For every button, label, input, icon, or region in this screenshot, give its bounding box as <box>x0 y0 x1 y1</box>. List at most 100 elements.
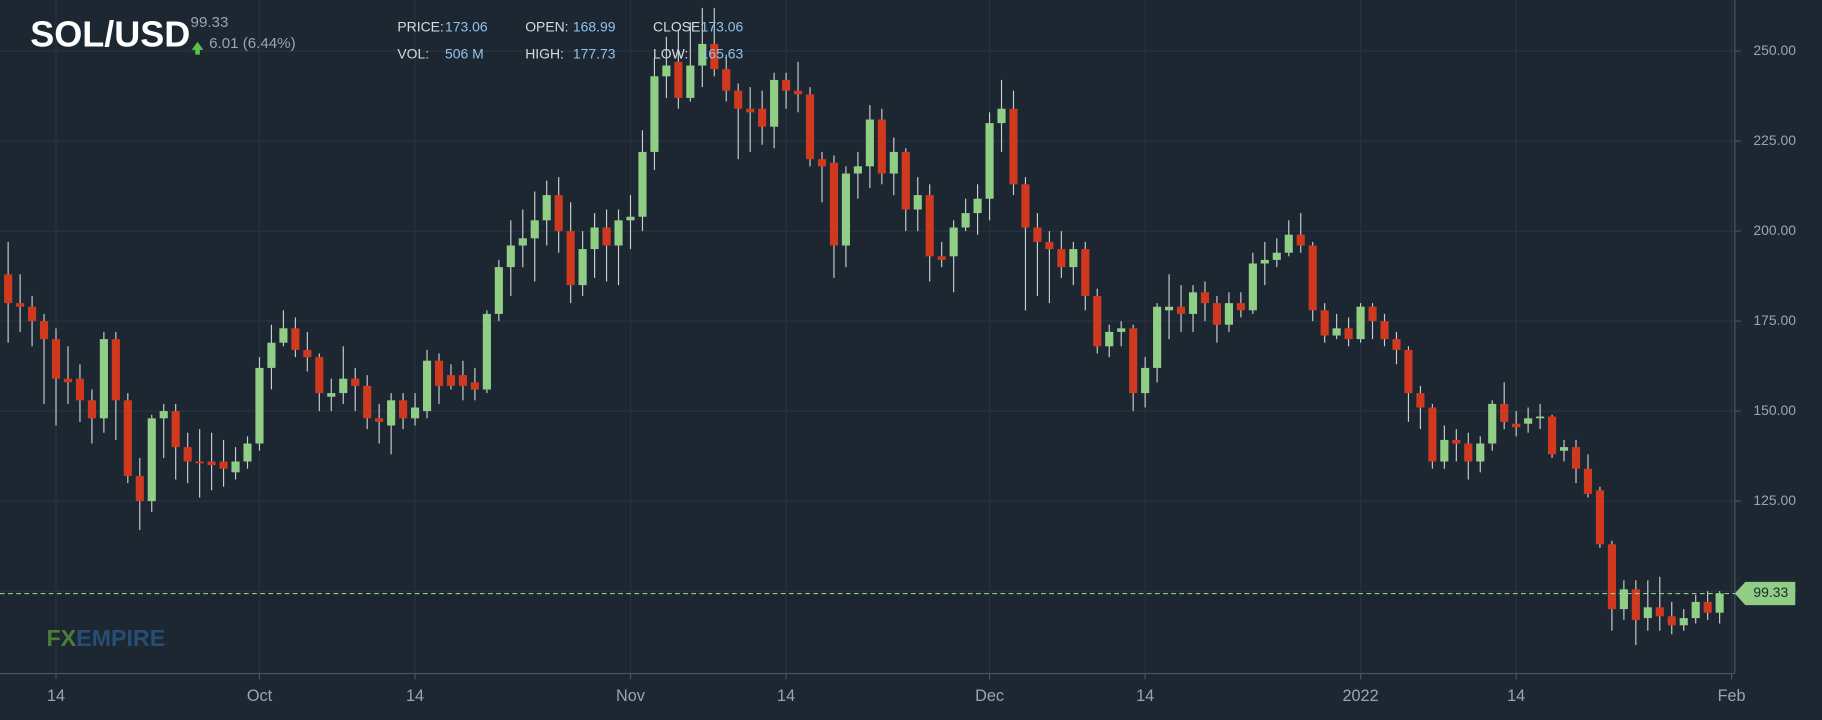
candle-body <box>303 349 312 358</box>
candle-body <box>901 151 910 210</box>
info-label: VOL: <box>397 45 429 61</box>
candle-body <box>1404 349 1413 394</box>
candle-body <box>482 313 491 390</box>
candle-body <box>925 195 934 257</box>
candle-body <box>746 108 755 113</box>
candle-body <box>805 94 815 160</box>
candle-body <box>135 475 144 502</box>
info-label: PRICE: <box>397 19 443 35</box>
candle-body <box>1715 593 1724 613</box>
candle-body <box>1153 306 1162 368</box>
candle-body <box>829 162 839 246</box>
y-tick-label: 125.00 <box>1753 492 1796 508</box>
candle-body <box>231 461 240 473</box>
candle-body <box>1129 328 1138 394</box>
candle-body <box>758 108 767 127</box>
candle-body <box>1308 245 1317 311</box>
candle-body <box>566 231 575 286</box>
candle-body <box>1500 403 1509 422</box>
header-price: 99.33 <box>191 14 229 31</box>
x-tick-label: 2022 <box>1342 687 1378 705</box>
candle-body <box>1416 393 1425 408</box>
candle-body <box>255 367 264 444</box>
candle-body <box>219 461 228 469</box>
candle-body <box>590 227 599 250</box>
candle-body <box>1679 618 1688 626</box>
candle-body <box>339 378 348 394</box>
last-price-tag <box>1734 581 1796 606</box>
candle-body <box>195 461 204 464</box>
candle-body <box>1559 447 1569 451</box>
candle-body <box>1332 328 1341 336</box>
candle-body <box>123 400 132 476</box>
candle-body <box>710 43 719 70</box>
x-tick-label: 14 <box>406 687 424 705</box>
candle-body <box>1093 295 1102 347</box>
candle-body <box>1548 416 1557 455</box>
last-price-label: 99.33 <box>1753 584 1788 600</box>
candle-body <box>1272 252 1281 260</box>
info-value: 173.06 <box>701 19 744 35</box>
candle-body <box>494 267 503 314</box>
candle-body <box>207 461 216 466</box>
candle-body <box>1200 292 1210 304</box>
logo-empire: EMPIRE <box>76 625 165 651</box>
candle-body <box>1571 447 1581 469</box>
x-tick-label: 14 <box>777 687 795 705</box>
candles <box>4 7 1724 646</box>
candle-body <box>1631 589 1640 620</box>
candle-body <box>1643 607 1652 619</box>
candle-body <box>1176 306 1186 314</box>
candle-body <box>1021 184 1030 228</box>
candle-body <box>267 342 276 368</box>
candle-body <box>434 360 444 386</box>
candle-body <box>1440 439 1449 462</box>
candle-body <box>1356 306 1365 340</box>
candle-body <box>961 213 970 228</box>
candle-body <box>1703 601 1712 613</box>
candle-body <box>913 195 922 210</box>
candle-body <box>1655 607 1664 617</box>
candle-body <box>1607 544 1616 610</box>
candle-body <box>530 220 539 239</box>
candle-body <box>542 195 551 221</box>
candle-body <box>782 79 791 91</box>
candle-body <box>578 249 587 286</box>
candle-body <box>1248 263 1257 311</box>
candle-body <box>422 360 432 412</box>
candle-body <box>1583 468 1593 494</box>
candle-body <box>1284 234 1293 253</box>
candle-body <box>1212 303 1222 325</box>
candle-body <box>1488 403 1497 444</box>
candle-body <box>1260 259 1269 264</box>
candle-body <box>518 238 527 246</box>
info-value: 165.63 <box>701 45 744 61</box>
candle-body <box>171 411 180 448</box>
candle-body <box>1619 589 1628 610</box>
candle-body <box>734 90 743 109</box>
candle-body <box>841 173 850 246</box>
candle-body <box>1536 416 1545 419</box>
x-tick-label: 14 <box>1136 687 1154 705</box>
candle-body <box>997 108 1006 124</box>
candle-body <box>87 400 96 419</box>
info-label: CLOSE: <box>653 19 704 35</box>
candle-body <box>446 375 456 386</box>
candle-body <box>1476 443 1485 462</box>
candle-body <box>1045 241 1054 250</box>
candle-body <box>1595 490 1605 545</box>
info-label: OPEN: <box>525 19 568 35</box>
y-tick-label: 250.00 <box>1753 42 1796 58</box>
candle-body <box>351 378 360 386</box>
candle-body <box>75 378 85 401</box>
info-value: 168.99 <box>573 19 616 35</box>
candle-body <box>159 411 168 419</box>
axes: 100.00125.00150.00175.00200.00225.00250.… <box>0 42 1796 705</box>
logo: FXEMPIRE <box>46 625 165 651</box>
candle-body <box>1320 310 1329 336</box>
candle-body <box>1033 227 1042 242</box>
candle-body <box>853 166 862 174</box>
x-tick-label: 14 <box>1507 687 1525 705</box>
